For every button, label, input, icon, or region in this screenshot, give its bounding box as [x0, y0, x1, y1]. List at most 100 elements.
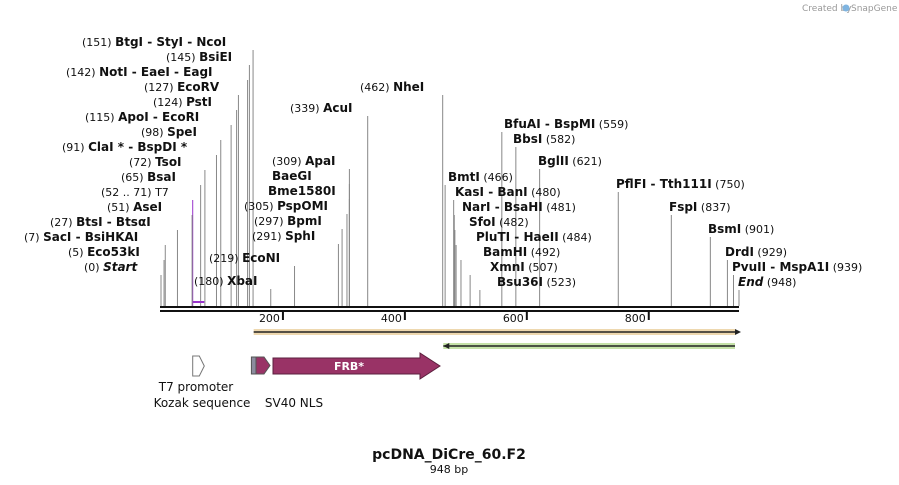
- site-label: (0) Start: [84, 260, 138, 274]
- site-position: (27): [50, 216, 76, 229]
- site-econi: (219) EcoNI: [209, 251, 296, 306]
- site-psti: (124) PstI: [153, 95, 238, 306]
- site-position: (305): [244, 200, 277, 213]
- site-label: (151) BtgI - StyI - NcoI: [82, 35, 226, 49]
- enzyme-name: Bsu36I: [497, 275, 543, 289]
- site-label: BsmI (901): [708, 222, 774, 236]
- enzyme-name: PflFI: [616, 177, 646, 191]
- site-spei: (98) SpeI: [141, 125, 222, 306]
- site-position: (309): [272, 155, 305, 168]
- site-position: (507): [525, 261, 558, 274]
- site-label: (219) EcoNI: [209, 251, 280, 265]
- site-label: (5) Eco53kI: [68, 245, 140, 259]
- site-position: (939): [829, 261, 862, 274]
- enzyme-name: StyI: [156, 35, 183, 49]
- plasmid-length: 948 bp: [430, 463, 468, 476]
- site-btsi: (27) BtsI - BtsαI: [50, 215, 178, 306]
- site-position: (480): [528, 186, 561, 199]
- site-position: (0): [84, 261, 103, 274]
- sequence-backbone: [160, 306, 739, 312]
- site-bsmi: BsmI (901): [708, 222, 774, 306]
- site-position: (297): [254, 215, 287, 228]
- site-noti: (142) NotI - EaeI - EagI: [66, 65, 249, 306]
- site-position: (466): [480, 171, 513, 184]
- enzyme-name: SphI: [285, 229, 315, 243]
- enzyme-name: SpeI: [167, 125, 197, 139]
- site-label: (115) ApoI - EcoRI: [85, 110, 199, 124]
- site-fspi: FspI (837): [669, 200, 730, 306]
- site-separator: -: [484, 185, 497, 199]
- site-position: (901): [741, 223, 774, 236]
- enzyme-name: BtgI: [115, 35, 143, 49]
- frb-feature-label: FRB*: [334, 360, 364, 373]
- enzyme-name: EcoRV: [177, 80, 220, 94]
- site-label: FspI (837): [669, 200, 730, 214]
- site-position: (484): [559, 231, 592, 244]
- site-position: (582): [542, 133, 575, 146]
- enzyme-name: XbaI: [227, 274, 257, 288]
- site-position: (127): [144, 81, 177, 94]
- site-position: (837): [697, 201, 730, 214]
- site-label: (72) TsoI: [129, 155, 182, 169]
- site-position: (929): [754, 246, 787, 259]
- site-sfoi: SfoI (482): [454, 215, 529, 306]
- enzyme-name: BspDI *: [137, 140, 187, 154]
- site-position: (750): [712, 178, 745, 191]
- site-clai: (91) ClaI * - BspDI *: [62, 140, 217, 306]
- site-label: BbsI (582): [513, 132, 575, 146]
- enzyme-name: BglII: [538, 154, 569, 168]
- site-label: (127) EcoRV: [144, 80, 220, 94]
- enzyme-name: BsaHI: [504, 200, 543, 214]
- site-ecorv: (127) EcoRV: [144, 80, 239, 306]
- enzyme-name: AcuI: [323, 101, 352, 115]
- enzyme-name: Eco53kI: [87, 245, 140, 259]
- enzyme-name: XmnI: [490, 260, 525, 274]
- site-label: (297) BpmI: [254, 214, 322, 228]
- site-pspomi: (305) PspOMI: [244, 199, 348, 306]
- site-position: (52 .. 71): [101, 186, 155, 199]
- site-position: (142): [66, 66, 99, 79]
- site-nhei: (462) NheI: [360, 80, 444, 306]
- site-position: (523): [543, 276, 576, 289]
- site-position: (91): [62, 141, 88, 154]
- orf-arrow-icon: [443, 343, 450, 349]
- enzyme-name: BmtI: [448, 170, 480, 184]
- site-label: BaeGI: [272, 169, 312, 183]
- site-position: (339): [290, 102, 323, 115]
- site-drdi: DrdI (929): [725, 245, 787, 306]
- site-label: (91) ClaI * - BspDI *: [62, 140, 188, 154]
- site-separator: -: [149, 110, 162, 124]
- site-tsoi: (72) TsoI: [129, 155, 206, 306]
- enzyme-name: NotI: [99, 65, 128, 79]
- map-title: pcDNA_DiCre_60.F2 948 bp: [372, 447, 526, 476]
- enzyme-name: BspMI: [554, 117, 595, 131]
- site-start: (0) Start: [84, 260, 162, 306]
- site-separator: -: [183, 35, 196, 49]
- site-label: (462) NheI: [360, 80, 424, 94]
- site-label: End (948): [738, 275, 796, 289]
- site-label: BfuAI - BspMI (559): [504, 117, 628, 131]
- site-t7: (52 .. 71) T7: [101, 186, 194, 306]
- enzyme-name: BsiEI: [199, 50, 232, 64]
- enzyme-name: BbsI: [513, 132, 542, 146]
- site-separator: -: [71, 230, 84, 244]
- site-label: PluTI - HaeII (484): [476, 230, 592, 244]
- enzyme-name: ApoI: [118, 110, 149, 124]
- enzyme-name: BsmI: [708, 222, 741, 236]
- site-label: (98) SpeI: [141, 125, 197, 139]
- plasmid-name: pcDNA_DiCre_60.F2: [372, 447, 526, 463]
- site-label: PflFI - Tth111I (750): [616, 177, 745, 191]
- enzyme-name: MspA1I: [779, 260, 829, 274]
- enzyme-name: BanI: [497, 185, 527, 199]
- ruler-tick-label: 600: [503, 312, 524, 325]
- site-label: (180) XbaI: [194, 274, 257, 288]
- site-bbsi: BbsI (582): [513, 132, 575, 306]
- site-separator: -: [646, 177, 659, 191]
- snapgene-logo-icon: [842, 4, 850, 12]
- site-label: (124) PstI: [153, 95, 212, 109]
- site-bamhi: BamHI (492): [460, 245, 560, 306]
- site-position: (124): [153, 96, 186, 109]
- enzyme-name: FspI: [669, 200, 697, 214]
- site-bsai: (65) BsaI: [121, 170, 202, 306]
- site-position: (115): [85, 111, 118, 124]
